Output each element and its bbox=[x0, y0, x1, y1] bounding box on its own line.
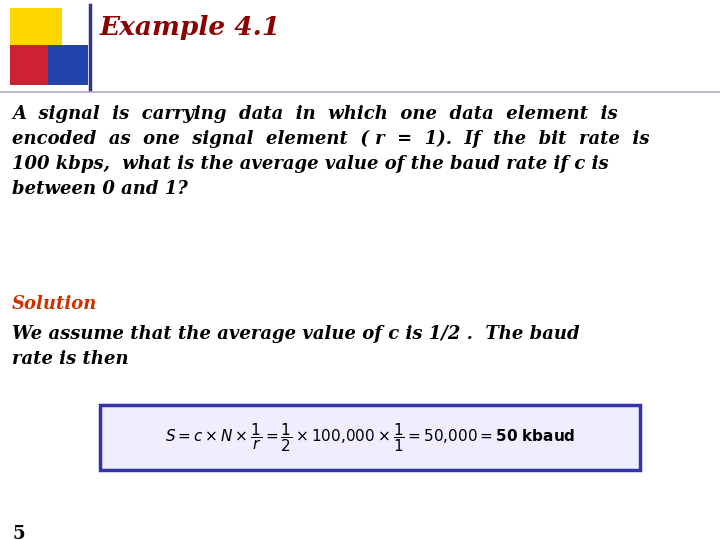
Text: $S = c \times N \times \dfrac{1}{r} = \dfrac{1}{2} \times 100{,}000 \times \dfra: $S = c \times N \times \dfrac{1}{r} = \d… bbox=[165, 421, 575, 454]
Text: 5: 5 bbox=[12, 525, 24, 540]
Text: We assume that the average value of c is 1/2 .  The baud
rate is then: We assume that the average value of c is… bbox=[12, 325, 580, 368]
FancyBboxPatch shape bbox=[100, 405, 640, 470]
FancyBboxPatch shape bbox=[48, 45, 88, 85]
Text: Solution: Solution bbox=[12, 295, 97, 313]
Text: A  signal  is  carrying  data  in  which  one  data  element  is
encoded  as  on: A signal is carrying data in which one d… bbox=[12, 105, 649, 198]
Text: Example 4.1: Example 4.1 bbox=[100, 15, 281, 40]
FancyBboxPatch shape bbox=[10, 8, 62, 60]
FancyBboxPatch shape bbox=[10, 45, 48, 85]
